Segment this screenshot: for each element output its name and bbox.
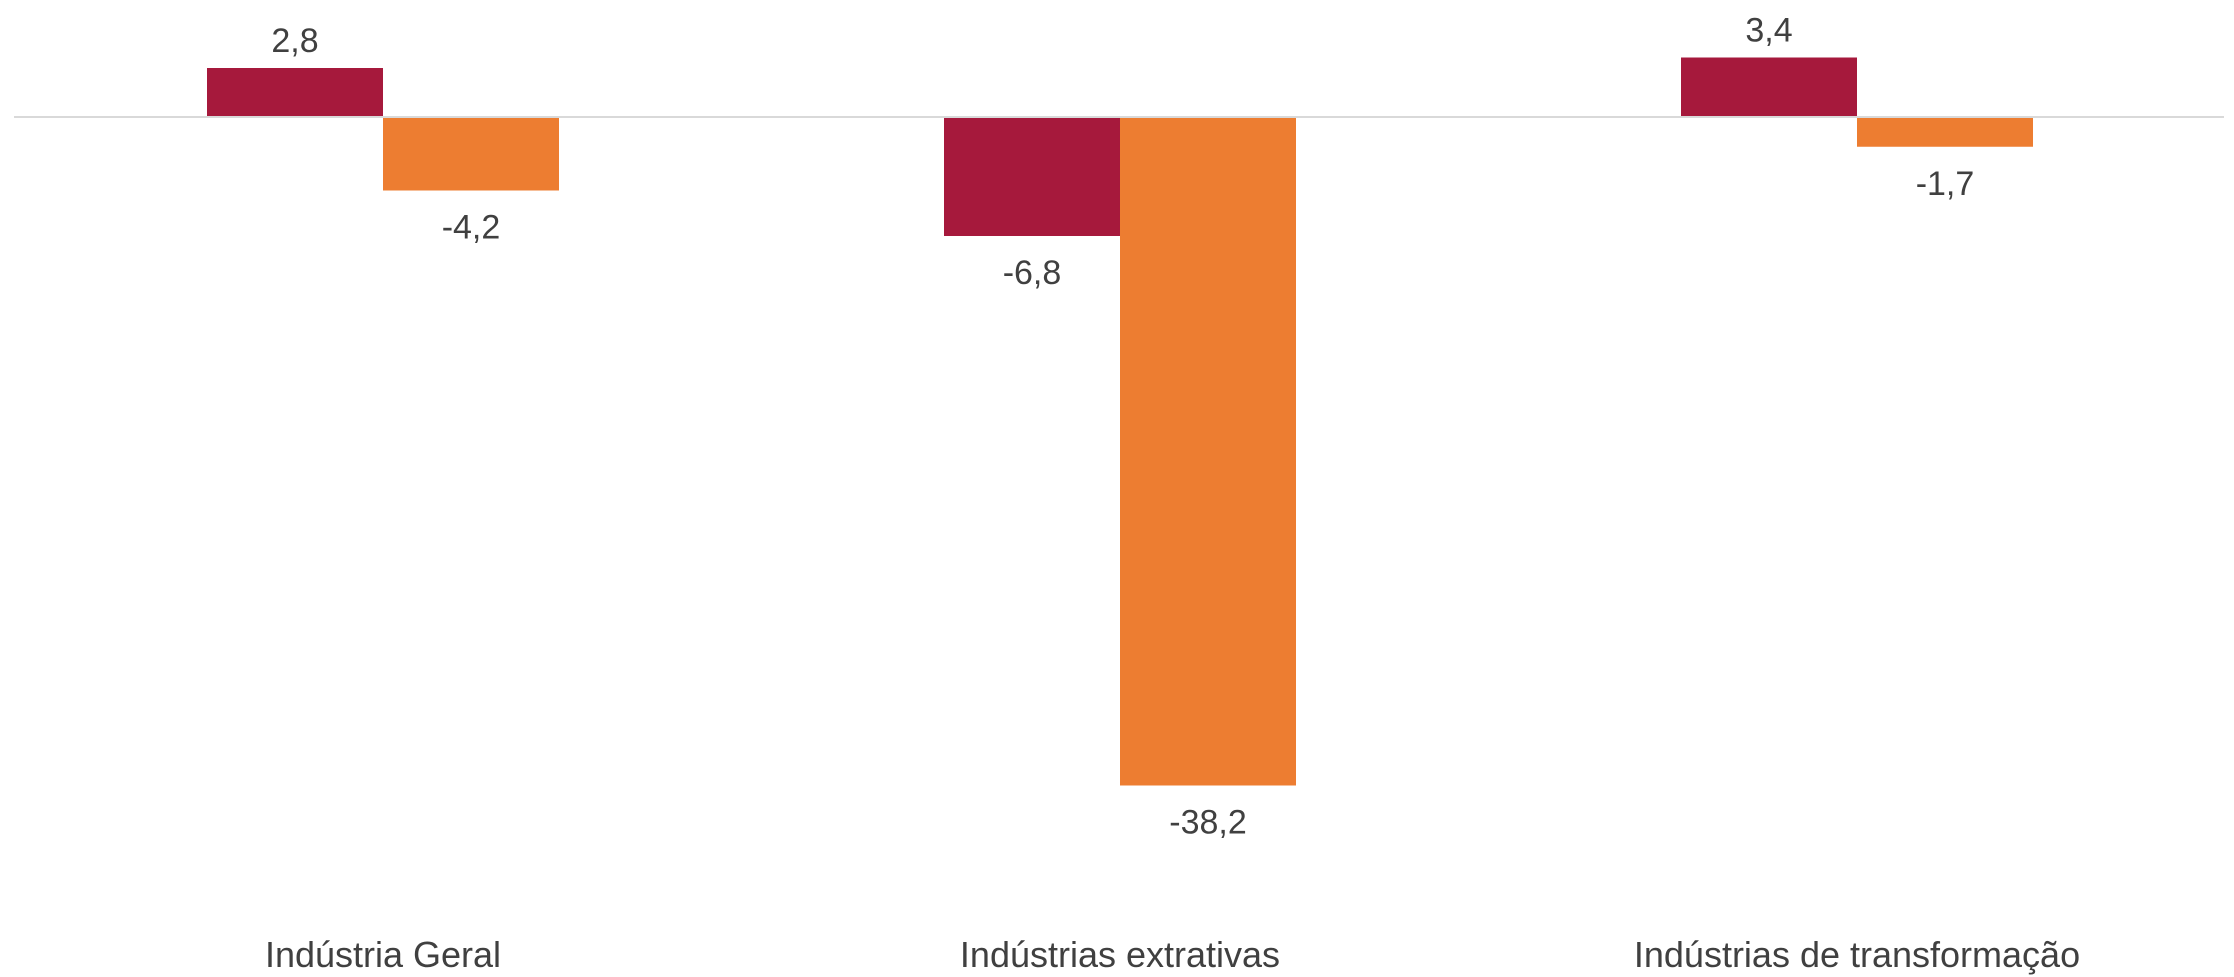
- data-labels-layer: 2,8 -4,2 -6,8 -38,2 3,4 -1,7: [271, 12, 1974, 842]
- data-label-series-1-category-1: 2,8: [271, 22, 318, 60]
- data-label-series-1-category-2: -6,8: [1003, 254, 1062, 292]
- data-label-series-2-category-2: -38,2: [1169, 804, 1247, 842]
- category-labels-layer: Indústria Geral Indústrias extrativas Indú…: [265, 934, 2080, 975]
- bar-series-1-category-2: [944, 117, 1120, 236]
- data-label-series-2-category-1: -4,2: [442, 209, 501, 247]
- bar-series-1-category-3: [1681, 57, 1857, 117]
- bar-series-2-category-3: [1857, 117, 2033, 147]
- bars-layer: [207, 57, 2033, 786]
- data-label-series-1-category-3: 3,4: [1745, 12, 1792, 50]
- category-label-3: Indústrias de transformação: [1634, 934, 2080, 975]
- bar-series-1-category-1: [207, 68, 383, 117]
- category-label-1: Indústria Geral: [265, 934, 501, 975]
- category-label-2: Indústrias extrativas: [960, 934, 1280, 975]
- data-label-series-2-category-3: -1,7: [1916, 165, 1975, 203]
- bar-series-2-category-1: [383, 117, 559, 191]
- bar-series-2-category-2: [1120, 117, 1296, 786]
